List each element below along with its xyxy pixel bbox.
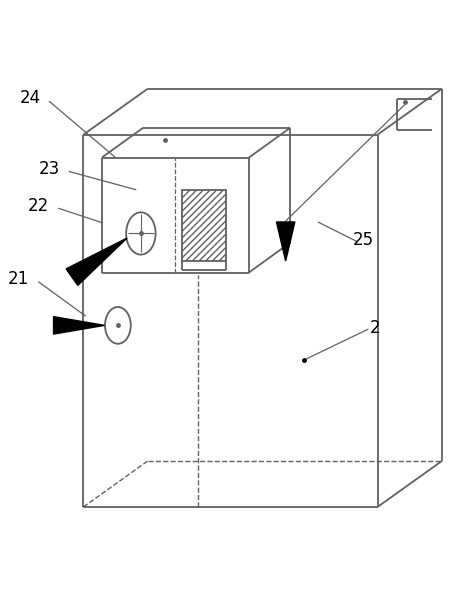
Polygon shape xyxy=(66,238,127,285)
Text: 24: 24 xyxy=(20,89,41,107)
Polygon shape xyxy=(277,222,295,261)
Text: 2: 2 xyxy=(370,319,381,337)
Polygon shape xyxy=(53,317,105,334)
Text: 21: 21 xyxy=(7,271,29,288)
Text: 25: 25 xyxy=(353,231,374,249)
Text: 22: 22 xyxy=(28,197,49,215)
Text: 23: 23 xyxy=(38,160,59,178)
Bar xyxy=(182,190,226,261)
